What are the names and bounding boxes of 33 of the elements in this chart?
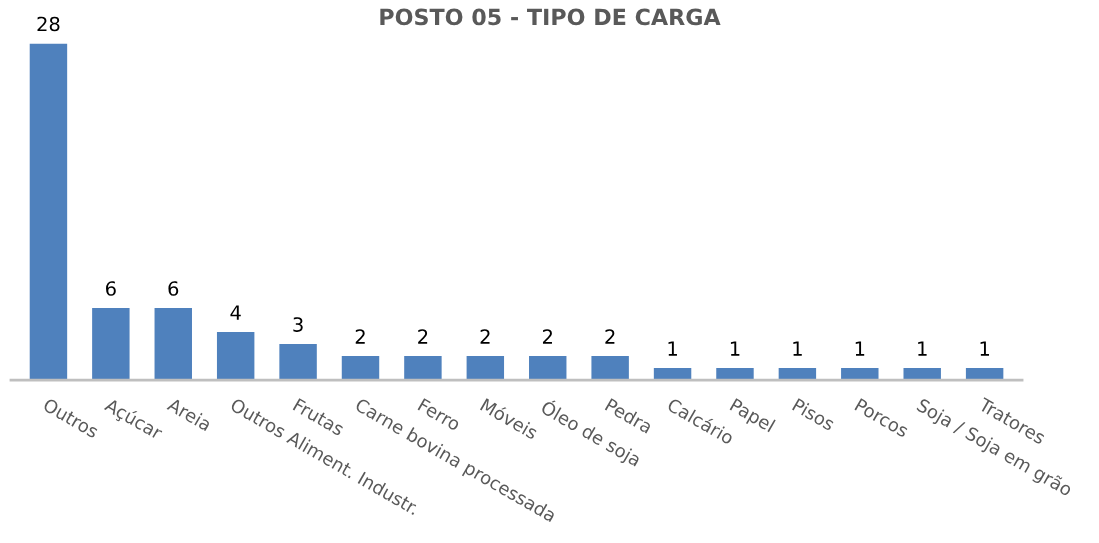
data-label: 2	[480, 329, 490, 344]
bar	[965, 368, 1004, 381]
bar	[716, 368, 754, 381]
bar	[404, 356, 442, 381]
data-label: 2	[355, 329, 365, 344]
data-label: 6	[106, 281, 116, 296]
bar	[279, 344, 317, 381]
bar	[92, 307, 130, 381]
data-label: 28	[37, 16, 60, 32]
data-label: 4	[230, 305, 241, 320]
data-label: 2	[542, 329, 552, 344]
bar	[841, 368, 879, 381]
data-label: 1	[980, 341, 990, 356]
bar	[466, 356, 505, 381]
bar	[529, 356, 567, 381]
bar	[591, 356, 629, 381]
data-label: 2	[605, 329, 615, 344]
chart-title: POSTO 05 - TIPO DE CARGA	[380, 8, 721, 26]
data-label: 6	[168, 281, 179, 296]
data-label: 1	[730, 341, 740, 356]
bar	[653, 368, 692, 381]
bar	[29, 43, 68, 381]
bar	[341, 356, 380, 381]
bar	[216, 332, 255, 381]
data-label: 3	[293, 317, 303, 332]
data-label: 1	[918, 341, 927, 356]
data-label: 2	[418, 329, 428, 344]
bar	[903, 368, 941, 381]
data-label: 1	[668, 341, 677, 356]
bar	[154, 307, 192, 381]
bar	[778, 368, 817, 381]
data-label: 1	[855, 341, 865, 356]
data-label: 1	[793, 341, 802, 356]
